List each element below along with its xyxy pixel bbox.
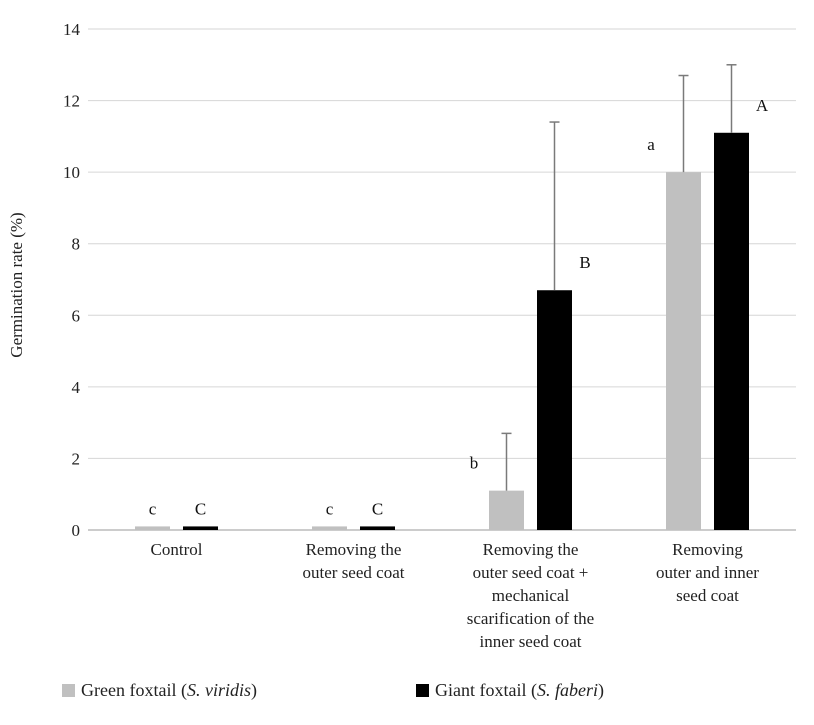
category-label: Control (151, 540, 203, 559)
category-label-line: mechanical (492, 586, 570, 605)
bar (666, 172, 701, 530)
legend-text: Green foxtail (S. viridis) (81, 680, 257, 700)
category-label-line: scarification of the (467, 609, 594, 628)
category-label-line: outer seed coat (303, 563, 405, 582)
bar (183, 526, 218, 530)
category-label-line: Control (151, 540, 203, 559)
significance-label: C (195, 499, 206, 518)
legend-swatch-green-foxtail (62, 684, 75, 697)
y-tick-label: 14 (63, 20, 81, 39)
y-ticks: 0 2 4 6 8 10 12 14 (63, 20, 81, 540)
bar (537, 290, 572, 530)
significance-label: a (647, 135, 655, 154)
significance-label: C (372, 499, 383, 518)
bar (312, 526, 347, 530)
category-label: Removing the outer seed coat (303, 540, 405, 582)
category-labels: Control Removing the outer seed coatRemovi… (151, 540, 760, 651)
significance-label: B (579, 253, 590, 272)
bar (714, 132, 749, 530)
category-label: Removing outer and inner seed coat (656, 540, 759, 605)
category-label: Removing the outer seed coat + mechanical s… (467, 540, 594, 651)
category-label-line: Removing the (306, 540, 402, 559)
y-tick-label: 2 (72, 449, 81, 468)
y-tick-label: 4 (72, 378, 81, 397)
bar (360, 526, 395, 530)
y-tick-label: 8 (72, 235, 81, 254)
y-tick-label: 10 (63, 163, 80, 182)
category-label-line: inner seed coat (480, 632, 582, 651)
category-label-line: Removing (672, 540, 743, 559)
y-axis-title: Germination rate (%) (7, 212, 26, 357)
legend-text: Giant foxtail (S. faberi) (435, 680, 604, 700)
category-label-line: Removing the (483, 540, 579, 559)
bars (135, 132, 749, 530)
bar (135, 526, 170, 530)
legend-item-giant-foxtail: Giant foxtail (S. faberi) (416, 680, 604, 701)
y-tick-label: 12 (63, 92, 80, 111)
category-label-line: outer and inner (656, 563, 759, 582)
error-bars (501, 64, 737, 491)
significance-label: c (326, 499, 334, 518)
legend: Green foxtail (S. viridis) Giant foxtail… (62, 680, 802, 710)
category-label-line: seed coat (676, 586, 739, 605)
bar (489, 490, 524, 530)
legend-item-green-foxtail: Green foxtail (S. viridis) (62, 680, 257, 701)
y-tick-label: 0 (72, 521, 81, 540)
legend-swatch-giant-foxtail (416, 684, 429, 697)
significance-label: A (756, 96, 769, 115)
y-tick-label: 6 (72, 306, 81, 325)
grid (88, 28, 796, 531)
significance-label: b (470, 454, 479, 473)
significance-label: c (149, 499, 157, 518)
category-label-line: outer seed coat + (473, 563, 589, 582)
